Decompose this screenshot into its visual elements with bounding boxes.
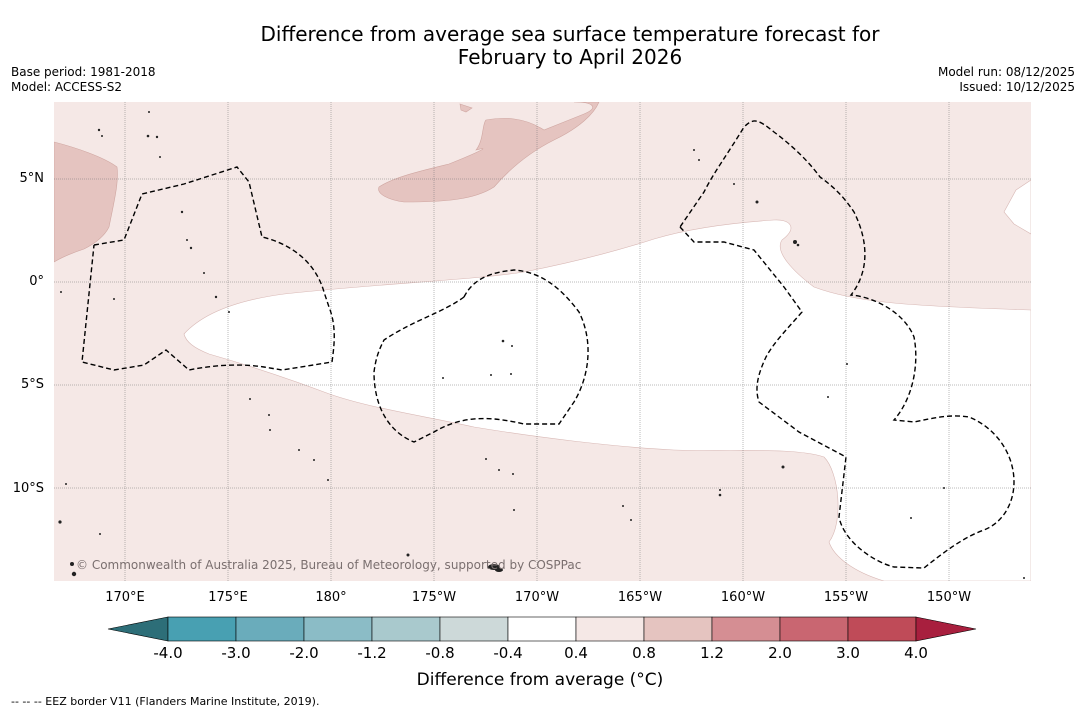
colorbar [107,616,977,642]
colorbar-bin-1 [167,616,237,642]
lon-tick-165w: 165°W [617,590,663,605]
colorbar-bin-2 [235,616,305,642]
lon-tick-160w: 160°W [720,590,766,605]
colorbar-bin-8 [643,616,713,642]
sst-anomaly-map [54,102,1031,581]
neutral-anomaly-notch [1003,179,1031,235]
map-title-line-2: February to April 2026 [457,45,683,69]
colorbar-label: -4.0 [153,644,183,662]
colorbar-title: Difference from average (°C) [416,670,664,690]
colorbar-extend-low [107,616,169,642]
colorbar-label: 0.8 [632,644,656,662]
lon-tick-150w: 150°W [926,590,972,605]
grid-lines [54,102,1031,581]
base-period-label: Base period: 1981-2018 [11,65,156,79]
lon-tick-170w: 170°W [514,590,560,605]
eez-legend-note: -- -- -- EEZ border V11 (Flanders Marine… [11,695,320,708]
lat-tick-5n: 5°N [19,171,45,186]
lon-tick-175e: 175°E [208,590,248,605]
colorbar-bin-3 [303,616,373,642]
map-title-line-1: Difference from average sea surface temp… [260,22,880,46]
neutral-anomaly-region [183,219,1031,581]
colorbar-bin-6 [507,616,577,642]
lat-tick-0: 0° [29,274,44,289]
colorbar-extend-high [915,616,977,642]
lon-tick-155w: 155°W [823,590,869,605]
colorbar-label: 4.0 [904,644,928,662]
colorbar-label: -0.8 [425,644,455,662]
lat-tick-5s: 5°S [20,377,44,392]
colorbar-label: -0.4 [493,644,523,662]
lon-tick-170e: 170°E [105,590,145,605]
colorbar-bin-11 [847,616,917,642]
colorbar-label: -2.0 [289,644,319,662]
warm-anomaly-patch-west [54,141,118,263]
colorbar-label: -3.0 [221,644,251,662]
lat-tick-10s: 10°S [12,481,44,496]
issued-label: Issued: 10/12/2025 [959,80,1075,94]
colorbar-label: 3.0 [836,644,860,662]
eez-border-kiribati-gilbert [81,166,335,371]
eez-border-kiribati-phoenix [373,269,589,443]
colorbar-label: 1.2 [700,644,724,662]
colorbar-bin-7 [575,616,645,642]
colorbar-label: 0.4 [564,644,588,662]
model-run-label: Model run: 08/12/2025 [937,65,1075,79]
colorbar-bin-10 [779,616,849,642]
copyright-notice: © Commonwealth of Australia 2025, Bureau… [76,558,582,572]
model-label: Model: ACCESS-S2 [11,80,123,94]
colorbar-label: 2.0 [768,644,792,662]
lon-tick-175w: 175°W [411,590,457,605]
lon-tick-180: 180° [315,590,347,605]
colorbar-label: -1.2 [357,644,387,662]
islands [58,111,1025,579]
eez-border-kiribati-line [679,120,1015,569]
warm-anomaly-patch-north [378,102,600,203]
colorbar-bin-5 [439,616,509,642]
colorbar-bin-9 [711,616,781,642]
warm-anomaly-islet [459,103,473,113]
colorbar-bin-4 [371,616,441,642]
eez-borders [81,120,1015,569]
